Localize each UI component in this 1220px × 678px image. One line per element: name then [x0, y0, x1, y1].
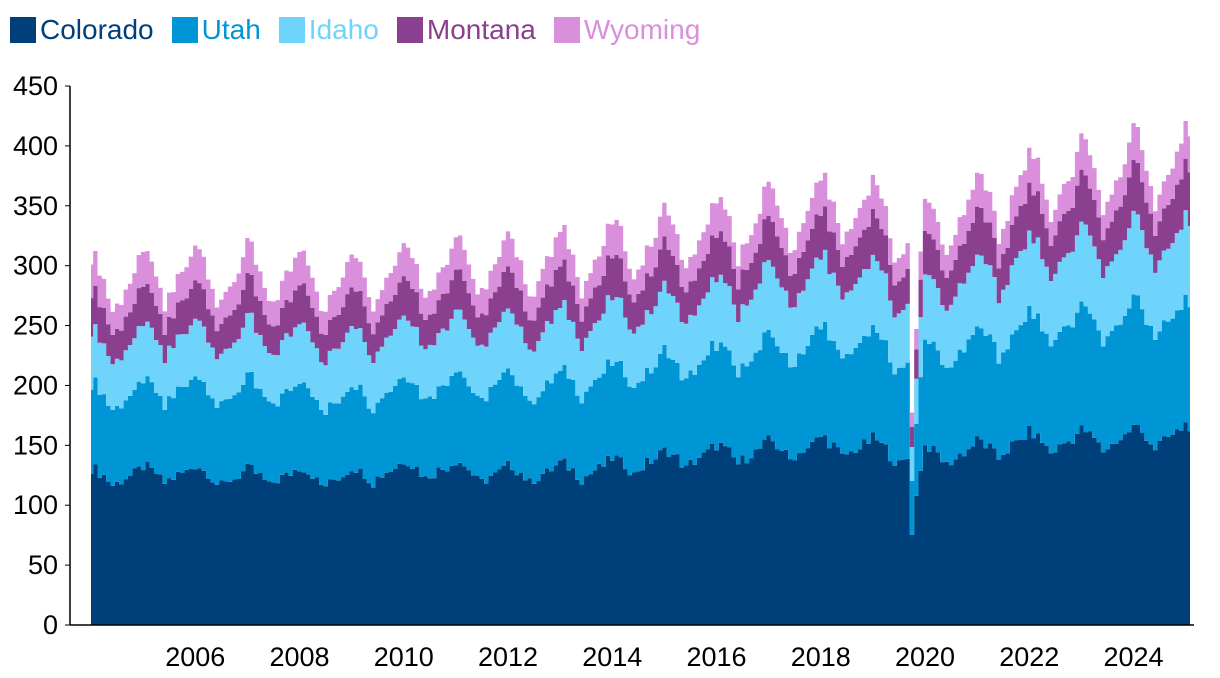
- y-tick-label: 200: [13, 370, 58, 400]
- y-tick-label: 0: [43, 610, 58, 640]
- legend-item-wyoming: Wyoming: [553, 14, 701, 45]
- y-tick-label: 450: [13, 71, 58, 101]
- legend-swatch-wyoming: [553, 17, 580, 43]
- chart-areas: [91, 120, 1190, 625]
- legend-label-montana: Montana: [426, 14, 536, 45]
- y-tick-label: 400: [13, 131, 58, 161]
- legend-swatch-colorado: [10, 17, 36, 43]
- y-tick-label: 150: [13, 430, 58, 460]
- legend-item-colorado: Colorado: [10, 15, 154, 45]
- y-tick-label: 50: [28, 550, 58, 580]
- chart-axes: 0 50 100 150 200 250 300 350 400 450 2006 2008 2010 2…: [13, 71, 1194, 672]
- x-tick-label: 2012: [478, 642, 538, 672]
- x-tick-label: 2008: [269, 642, 329, 672]
- x-tick-label: 2010: [374, 642, 434, 672]
- area-series-montana: [91, 159, 1190, 448]
- x-tick-label: 2018: [791, 642, 851, 672]
- x-tick-label: 2024: [1103, 642, 1163, 672]
- legend-item-idaho: Idaho: [278, 14, 379, 45]
- x-tick-label: 2006: [165, 642, 225, 672]
- y-tick-label: 100: [13, 490, 58, 520]
- x-tick-label: 2016: [686, 642, 746, 672]
- x-tick-label: 2014: [582, 642, 642, 672]
- legend-swatch-idaho: [278, 17, 305, 43]
- area-series-idaho: [91, 210, 1190, 481]
- area-series-wyoming: [91, 120, 1190, 427]
- area-series-colorado: [91, 422, 1190, 625]
- legend-item-utah: Utah: [171, 14, 261, 45]
- y-tick-label: 250: [13, 311, 58, 341]
- x-tick-label: 2022: [999, 642, 1059, 672]
- legend-item-montana: Montana: [396, 14, 536, 45]
- y-tick-label: 350: [13, 191, 58, 221]
- legend-label-idaho: Idaho: [308, 14, 379, 45]
- y-tick-label: 300: [13, 251, 58, 281]
- legend-label-wyoming: Wyoming: [583, 14, 701, 45]
- x-tick-label: 2020: [895, 642, 955, 672]
- legend: Colorado Utah Idaho Montana Wyoming: [10, 12, 718, 48]
- legend-swatch-montana: [396, 17, 423, 43]
- area-series-utah: [91, 294, 1190, 535]
- legend-swatch-utah: [171, 17, 198, 43]
- legend-label-utah: Utah: [201, 14, 261, 45]
- legend-label-colorado: Colorado: [40, 14, 154, 45]
